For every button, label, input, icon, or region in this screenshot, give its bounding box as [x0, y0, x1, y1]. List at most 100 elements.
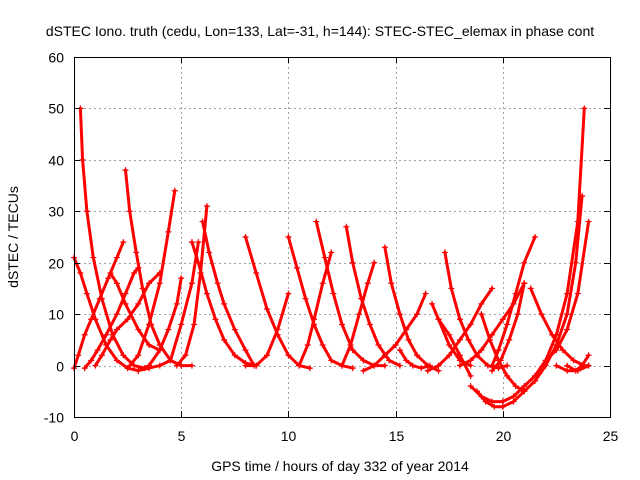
data-point — [263, 306, 270, 312]
data-point — [414, 352, 421, 359]
series-line — [93, 271, 162, 368]
data-point — [103, 331, 110, 338]
data-point — [489, 331, 496, 338]
data-point — [113, 326, 120, 333]
data-point — [131, 362, 138, 369]
series-line — [286, 235, 355, 370]
data-point — [531, 234, 538, 240]
data-point — [564, 362, 571, 369]
data-point — [465, 336, 472, 343]
data-point — [497, 357, 504, 364]
data-point — [178, 275, 185, 282]
data-point — [396, 347, 403, 354]
data-point — [293, 264, 300, 271]
data-point — [131, 270, 138, 276]
series-line — [490, 235, 537, 368]
data-point — [212, 316, 219, 323]
data-point — [188, 362, 195, 369]
data-point — [349, 347, 356, 354]
data-point — [424, 367, 431, 374]
data-point — [426, 362, 433, 369]
data-point — [553, 362, 560, 369]
series-9 — [146, 239, 202, 372]
data-point — [435, 367, 442, 374]
data-point — [521, 383, 528, 390]
data-point — [512, 383, 519, 390]
data-point — [124, 316, 131, 323]
chart-title: dSTEC Iono. truth (cedu, Lon=133, Lat=-3… — [46, 23, 594, 39]
data-point — [242, 347, 249, 354]
x-tick-label: 0 — [71, 428, 79, 444]
data-point — [506, 336, 513, 343]
data-point — [285, 290, 292, 297]
series-8 — [135, 275, 185, 374]
x-tick-label: 20 — [496, 428, 512, 444]
data-point — [105, 275, 112, 282]
data-point — [371, 362, 378, 369]
data-point — [188, 280, 195, 287]
data-point — [135, 352, 142, 359]
series-7 — [124, 187, 178, 372]
data-point — [467, 362, 474, 369]
data-point — [75, 352, 82, 359]
y-tick-label: 60 — [48, 50, 64, 66]
data-point — [330, 290, 337, 297]
data-point — [422, 290, 429, 297]
data-point — [94, 347, 101, 354]
data-point — [467, 321, 474, 328]
data-point — [499, 316, 506, 323]
data-point — [302, 295, 309, 302]
data-point — [173, 300, 180, 307]
series-line — [72, 240, 125, 370]
y-tick-label: 0 — [56, 359, 64, 375]
data-point — [542, 362, 549, 369]
data-point — [435, 362, 442, 369]
data-point — [572, 259, 579, 266]
data-point — [203, 203, 210, 210]
series-line — [479, 312, 526, 393]
ticks: 0 5 10 15 20 25 -10 0 10 20 30 40 50 60 — [44, 50, 619, 445]
x-tick-label: 15 — [389, 428, 405, 444]
data-point — [347, 342, 354, 348]
data-point — [304, 342, 311, 348]
data-point — [441, 249, 448, 256]
data-point — [504, 362, 511, 369]
data-point — [319, 342, 326, 348]
series-line — [314, 220, 387, 368]
x-tick-label: 25 — [603, 428, 619, 444]
y-tick-label: 30 — [48, 204, 64, 220]
data-point — [81, 331, 88, 338]
series-12 — [199, 218, 258, 369]
data-point — [349, 259, 356, 266]
data-point — [456, 352, 463, 359]
data-point — [113, 254, 120, 261]
data-point — [311, 316, 318, 323]
data-point — [360, 367, 367, 374]
data-point — [467, 357, 474, 364]
data-point — [178, 321, 185, 328]
data-point — [328, 249, 335, 256]
data-point — [495, 365, 502, 372]
series-line — [126, 189, 177, 370]
data-point — [527, 285, 534, 292]
data-point — [538, 311, 545, 318]
data-point — [456, 362, 463, 369]
data-point — [358, 295, 365, 302]
data-point — [403, 357, 410, 364]
data-point — [510, 393, 517, 400]
data-point — [88, 316, 95, 323]
series-line — [383, 245, 440, 373]
data-point — [504, 321, 511, 328]
data-point — [165, 326, 172, 333]
series-14 — [242, 290, 292, 369]
data-point — [446, 352, 453, 359]
data-point — [405, 336, 412, 343]
data-point — [489, 367, 496, 374]
data-point — [467, 372, 474, 379]
data-point — [113, 357, 120, 364]
data-point — [446, 331, 453, 338]
data-point — [381, 362, 388, 369]
data-point — [139, 285, 146, 292]
series-32 — [489, 280, 528, 374]
data-point — [360, 357, 367, 364]
